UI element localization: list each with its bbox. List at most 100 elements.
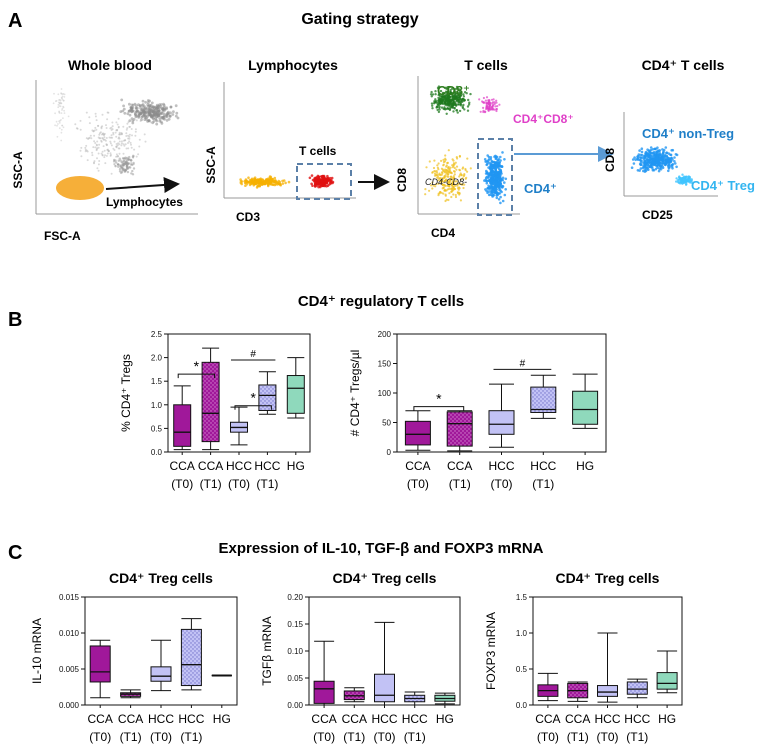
event-dot [456,103,460,106]
event-dot [136,112,139,115]
event-dot [461,105,464,108]
event-dot [489,190,492,194]
event-dot [654,167,658,171]
event-dot [462,175,465,178]
event-dot [491,106,494,109]
event-dot [449,179,452,182]
event-dot [59,99,62,102]
x-tick-sublabel: (T0) [537,730,559,744]
event-dot [53,92,55,95]
event-dot [424,193,427,196]
event-dot [113,163,116,166]
event-dot [485,175,489,179]
event-dot [97,124,100,127]
event-dot [132,118,136,121]
chart-title: CD4⁺ Treg cells [109,570,213,586]
event-dot [428,160,431,163]
event-dot [433,174,437,177]
event-dot [459,104,462,107]
event-dot [60,92,62,94]
event-dot [642,157,646,161]
event-dot [323,184,327,187]
event-dot [281,179,284,183]
x-tick-sublabel: (T0) [597,730,619,744]
event-dot [504,188,508,191]
event-dot [105,137,108,139]
event-dot [483,111,487,114]
event-dot [659,167,663,171]
y-tick-label: 1.5 [151,377,163,386]
event-dot [86,150,89,153]
event-dot [447,175,450,178]
event-dot [446,184,449,187]
event-dot [442,158,445,161]
event-dot [97,146,100,149]
event-dot [644,163,647,166]
event-dot [98,160,101,162]
event-dot [447,198,450,202]
event-dot [128,133,131,136]
event-dot [440,191,443,194]
iqr-box [530,386,557,413]
event-dot [111,121,114,124]
event-dot [258,178,261,181]
y-tick-label: 50 [382,419,391,428]
event-dot [147,107,151,111]
event-dot [494,105,497,108]
event-dot [436,173,439,176]
event-dot [131,155,135,159]
event-dot [492,187,495,191]
event-dot [139,111,143,115]
event-dot [152,110,155,114]
panel-c-title: Expression of IL-10, TGF-β and FOXP3 mRN… [218,540,543,557]
event-dot [58,127,61,130]
event-dot [254,180,258,183]
event-dot [123,144,126,147]
event-dot [62,117,64,120]
event-dot [483,158,487,161]
iqr-box [488,410,515,435]
event-dot [455,85,459,89]
x-tick-sublabel: (T0) [491,477,513,491]
x-tick-sublabel: (T1) [532,477,554,491]
x-tick-label: HG [436,712,454,726]
y-tick-label: 0.005 [59,665,80,674]
event-dot [98,137,101,140]
y-tick-label: 0.5 [151,424,163,433]
event-dot [435,170,438,173]
event-dot [239,178,242,181]
event-dot [129,166,132,169]
event-dot [84,148,87,151]
y-tick-label: 0 [387,448,392,457]
event-dot [130,161,133,164]
event-dot [74,123,77,126]
event-dot [168,114,172,118]
box-cca-t0- [173,385,192,451]
event-dot [486,186,490,190]
event-dot [147,111,151,115]
event-dot [437,103,441,106]
event-dot [63,112,66,114]
event-dot [148,113,152,117]
event-dot [117,163,120,166]
event-dot [95,148,98,151]
box-cca-t1- [120,689,142,699]
event-dot [442,186,445,190]
event-dot [673,156,676,159]
event-dot [60,112,63,114]
event-dot [101,125,104,128]
event-dot [127,147,130,150]
event-dot [436,86,440,90]
event-dot [313,184,317,188]
event-dot [126,170,130,174]
y-tick-label: 0.0 [151,448,163,457]
event-dot [435,171,439,174]
event-dot [681,182,684,185]
y-tick-label: 150 [378,360,392,369]
event-dot [684,180,687,184]
event-dot [482,101,485,104]
event-dot [451,93,454,97]
event-dot [488,99,491,102]
iqr-box [404,420,431,446]
